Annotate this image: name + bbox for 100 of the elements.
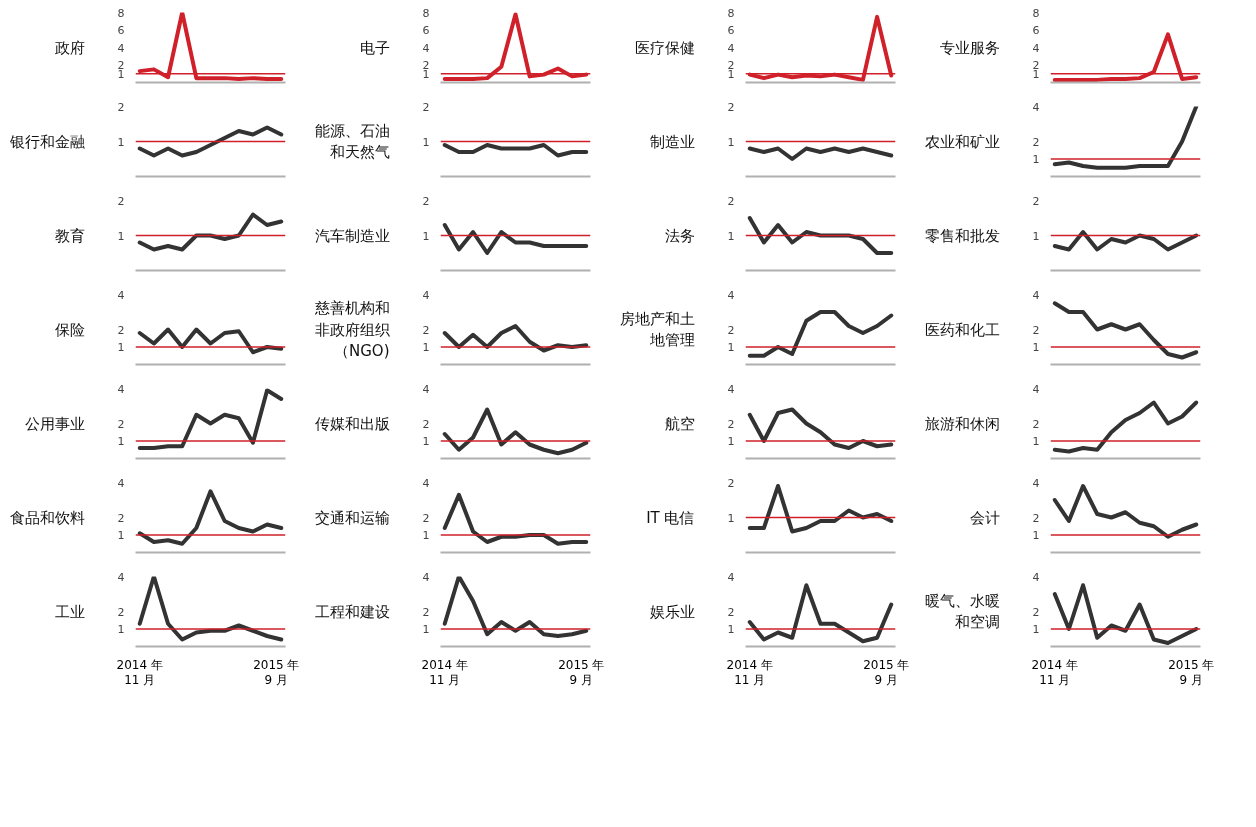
line-series <box>747 407 894 450</box>
text: 电子 <box>359 38 390 57</box>
y-tick-label: 1 <box>422 623 430 636</box>
y-tick-label: 1 <box>727 623 735 636</box>
text: 旅游和休闲 <box>924 414 1000 433</box>
x-tick-label: 2014 年 11 月 <box>1031 657 1078 687</box>
y-tick-label: 4 <box>117 570 125 584</box>
y-tick-label: 1 <box>727 511 735 525</box>
y-tick-label: 4 <box>727 288 735 302</box>
text: 航空 <box>664 414 695 433</box>
y-tick-label: 1 <box>1032 229 1040 243</box>
line-series <box>1052 32 1199 82</box>
text: IT 电信 <box>646 508 695 527</box>
line-series <box>137 327 284 355</box>
y-tick-label: 1 <box>727 135 735 149</box>
x-tick-label: 2015 年 9 月 <box>558 657 605 687</box>
line-series <box>137 388 284 450</box>
text: 慈善机构和非政府组织（NGO) <box>313 298 390 361</box>
y-tick-label: 1 <box>117 435 125 448</box>
y-tick-label: 2 <box>1032 323 1040 337</box>
y-tick-label: 1 <box>1032 153 1040 166</box>
y-tick-label: 1 <box>117 135 125 149</box>
y-tick-label: 1 <box>117 529 125 542</box>
text: 暖气、水暖和空调 <box>924 591 1000 632</box>
y-tick-label: 1 <box>422 67 430 81</box>
y-tick-label: 4 <box>1032 570 1040 584</box>
y-tick-label: 1 <box>1032 623 1040 636</box>
y-tick-label: 4 <box>117 288 125 302</box>
y-tick-label: 8 <box>422 6 430 20</box>
text: 教育 <box>54 226 85 245</box>
line-series <box>1052 484 1199 539</box>
y-tick-label: 2 <box>727 194 735 208</box>
text: 医药和化工 <box>924 320 1000 339</box>
y-tick-label: 4 <box>422 570 430 584</box>
y-tick-label: 2 <box>422 605 430 619</box>
y-tick-label: 2 <box>117 194 125 208</box>
text: 娱乐业 <box>649 602 695 621</box>
text: 传媒和出版 <box>314 414 390 433</box>
y-tick-label: 2 <box>727 605 735 619</box>
y-tick-label: 2 <box>727 417 735 431</box>
y-tick-label: 1 <box>422 135 430 149</box>
y-tick-label: 1 <box>117 229 125 243</box>
y-tick-label: 1 <box>422 529 430 542</box>
text: 医疗保健 <box>634 38 695 57</box>
y-tick-label: 4 <box>422 476 430 490</box>
y-tick-label: 2 <box>422 100 430 114</box>
y-tick-label: 8 <box>727 6 735 20</box>
y-tick-label: 6 <box>727 24 735 37</box>
y-tick-label: 1 <box>117 623 125 636</box>
line-series <box>137 12 284 81</box>
y-tick-label: 4 <box>1032 382 1040 396</box>
line-series <box>1052 583 1199 645</box>
y-tick-label: 8 <box>1032 6 1040 20</box>
text: 工业 <box>54 602 85 621</box>
line-series <box>442 12 589 81</box>
text: 能源、石油和天然气 <box>314 121 390 162</box>
y-tick-label: 2 <box>117 100 125 114</box>
y-tick-label: 1 <box>727 435 735 448</box>
y-tick-label: 4 <box>727 382 735 396</box>
y-tick-label: 1 <box>727 67 735 81</box>
text: 会计 <box>969 508 1000 527</box>
x-tick-label: 2015 年 9 月 <box>1168 657 1215 687</box>
line-series <box>747 14 894 82</box>
text: 工程和建设 <box>314 602 390 621</box>
text: 食品和饮料 <box>9 508 85 527</box>
y-tick-label: 1 <box>117 67 125 81</box>
y-tick-label: 4 <box>117 382 125 396</box>
text: 制造业 <box>649 132 695 151</box>
y-tick-label: 4 <box>727 570 735 584</box>
y-tick-label: 1 <box>1032 435 1040 448</box>
y-tick-label: 2 <box>727 476 735 490</box>
y-tick-label: 1 <box>1032 67 1040 81</box>
text: 公用事业 <box>24 414 85 433</box>
y-tick-label: 1 <box>422 341 430 354</box>
line-series <box>442 576 589 638</box>
y-tick-label: 4 <box>117 41 125 55</box>
y-tick-label: 2 <box>1032 511 1040 525</box>
y-tick-label: 4 <box>1032 288 1040 302</box>
x-tick-label: 2014 年 11 月 <box>116 657 163 687</box>
line-series <box>1052 230 1199 252</box>
y-tick-label: 2 <box>727 323 735 337</box>
line-series <box>137 576 284 642</box>
y-tick-label: 2 <box>727 100 735 114</box>
line-series <box>137 125 284 158</box>
y-tick-label: 2 <box>1032 135 1040 149</box>
y-tick-label: 1 <box>1032 341 1040 354</box>
y-tick-label: 2 <box>1032 417 1040 431</box>
y-tick-label: 2 <box>117 417 125 431</box>
y-tick-label: 4 <box>422 382 430 396</box>
y-tick-label: 4 <box>422 41 430 55</box>
y-tick-label: 4 <box>422 288 430 302</box>
y-tick-label: 2 <box>422 194 430 208</box>
y-tick-label: 2 <box>422 511 430 525</box>
y-tick-label: 1 <box>117 341 125 354</box>
y-tick-label: 1 <box>422 229 430 243</box>
y-tick-label: 6 <box>117 24 125 37</box>
y-tick-label: 2 <box>117 605 125 619</box>
y-tick-label: 6 <box>1032 24 1040 37</box>
text: 零售和批发 <box>924 226 1000 245</box>
line-series <box>1052 400 1199 454</box>
